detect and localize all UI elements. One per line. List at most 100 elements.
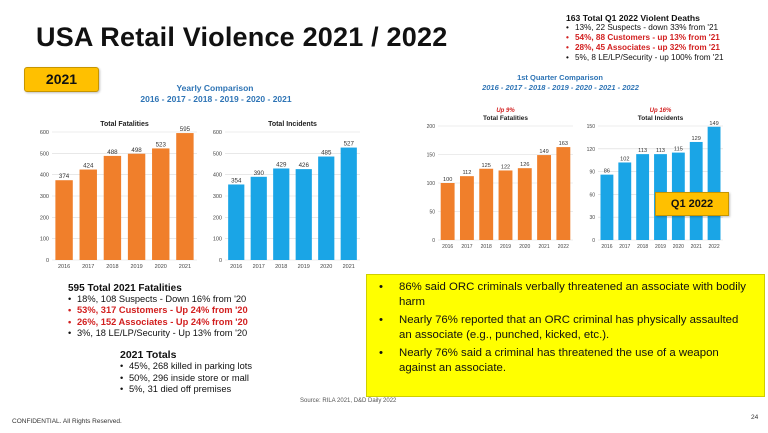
totals-2021-heading: 2021 Totals bbox=[120, 349, 177, 361]
y-tick-label: 120 bbox=[587, 147, 596, 153]
callout-item: • 86% said ORC criminals verbally threate… bbox=[379, 280, 752, 309]
y-tick-label: 60 bbox=[589, 192, 595, 198]
x-tick-label: 2020 bbox=[320, 264, 332, 270]
x-tick-label: 2017 bbox=[82, 264, 94, 270]
bar bbox=[79, 169, 97, 260]
confidential-footer: CONFIDENTIAL. All Rights Reserved. bbox=[12, 418, 122, 425]
page-number: 24 bbox=[751, 414, 759, 421]
data-label: 149 bbox=[539, 149, 548, 155]
data-label: 426 bbox=[299, 162, 310, 169]
bar bbox=[127, 153, 146, 260]
bullet-icon: • bbox=[379, 281, 383, 293]
x-tick-label: 2021 bbox=[179, 264, 191, 270]
bar bbox=[556, 147, 571, 240]
y-tick-label: 200 bbox=[40, 215, 49, 221]
bar bbox=[600, 174, 614, 240]
fatalities-2021-item: 3%, 18 LE/LP/Security - Up 13% from '20 bbox=[68, 328, 248, 339]
callout-item: • Nearly 76% said a criminal has threaten… bbox=[379, 346, 752, 375]
bullet-icon: • bbox=[379, 314, 383, 327]
y-tick-label: 200 bbox=[427, 124, 436, 130]
bar bbox=[689, 141, 703, 240]
y-tick-label: 50 bbox=[429, 210, 435, 216]
bar bbox=[176, 133, 194, 260]
q1-deaths-item: 54%, 88 Customers - up 13% from '21 bbox=[566, 33, 724, 43]
year-2021-badge: 2021 bbox=[24, 67, 99, 92]
data-label: 126 bbox=[520, 162, 529, 168]
callout-item: • Nearly 76% reported that an ORC crimina… bbox=[379, 313, 752, 342]
x-tick-label: 2019 bbox=[298, 264, 310, 270]
x-tick-label: 2021 bbox=[343, 264, 355, 270]
x-tick-label: 2020 bbox=[673, 244, 684, 250]
bar bbox=[517, 168, 532, 240]
x-tick-label: 2020 bbox=[519, 244, 530, 250]
data-label: 112 bbox=[462, 170, 471, 176]
x-tick-label: 2016 bbox=[58, 264, 70, 270]
bar bbox=[440, 183, 455, 240]
y-tick-label: 400 bbox=[40, 173, 49, 179]
yearly-comparison-title: Yearly Comparison bbox=[176, 83, 254, 93]
totals-2021-item: 45%, 268 killed in parking lots bbox=[120, 361, 252, 373]
data-label: 527 bbox=[344, 141, 355, 148]
x-tick-label: 2022 bbox=[709, 244, 720, 250]
y-tick-label: 0 bbox=[592, 238, 595, 244]
bar bbox=[636, 154, 650, 240]
data-label: 488 bbox=[107, 149, 118, 156]
y-tick-label: 90 bbox=[589, 170, 595, 176]
x-tick-label: 2016 bbox=[442, 244, 453, 250]
y-tick-label: 500 bbox=[40, 151, 49, 157]
y-tick-label: 0 bbox=[432, 238, 435, 244]
data-label: 102 bbox=[620, 156, 629, 162]
bar bbox=[250, 176, 267, 260]
data-label: 115 bbox=[674, 147, 683, 153]
y-tick-label: 100 bbox=[40, 237, 49, 243]
y-tick-label: 600 bbox=[40, 130, 49, 136]
totals-2021-item: 50%, 296 inside store or mall bbox=[120, 373, 252, 385]
x-tick-label: 2016 bbox=[230, 264, 242, 270]
data-label: 390 bbox=[254, 170, 265, 177]
y-tick-label: 300 bbox=[40, 194, 49, 200]
q1-2022-badge: Q1 2022 bbox=[655, 192, 729, 216]
x-tick-label: 2018 bbox=[275, 264, 287, 270]
y-tick-label: 200 bbox=[213, 215, 222, 221]
data-label: 485 bbox=[321, 150, 332, 157]
chart-title: Total Fatalities bbox=[100, 121, 149, 128]
data-label: 163 bbox=[559, 141, 568, 147]
source-note: Source: RILA 2021, D&D Daily 2022 bbox=[300, 398, 397, 404]
bar bbox=[103, 155, 122, 260]
data-label: 498 bbox=[131, 147, 142, 154]
x-tick-label: 2018 bbox=[637, 244, 648, 250]
fatalities-2021-item: 53%, 317 Customers - Up 24% from '20 bbox=[68, 305, 248, 316]
x-tick-label: 2020 bbox=[155, 264, 167, 270]
y-tick-label: 400 bbox=[213, 173, 222, 179]
y-tick-label: 300 bbox=[213, 194, 222, 200]
yearly-incidents-chart: Total Incidents 0 100 200 300 400 500 600 354 201… bbox=[213, 121, 360, 270]
bullet-icon: • bbox=[379, 347, 383, 360]
y-tick-label: 150 bbox=[427, 153, 436, 159]
data-label: 523 bbox=[156, 141, 167, 148]
data-label: 129 bbox=[692, 136, 701, 142]
x-tick-label: 2021 bbox=[539, 244, 550, 250]
data-label: 374 bbox=[59, 173, 70, 180]
bar bbox=[295, 169, 312, 260]
y-tick-label: 100 bbox=[213, 237, 222, 243]
bar bbox=[318, 156, 335, 260]
chart-title: Total Fatalities bbox=[483, 115, 528, 122]
bar bbox=[707, 126, 721, 240]
y-tick-label: 0 bbox=[46, 258, 49, 264]
callout-text: 86% said ORC criminals verbally threaten… bbox=[399, 281, 746, 308]
fatalities-2021-heading: 595 Total 2021 Fatalities bbox=[68, 283, 182, 294]
data-label: 122 bbox=[501, 164, 510, 170]
y-tick-label: 30 bbox=[589, 215, 595, 221]
data-label: 354 bbox=[231, 177, 242, 184]
fatalities-2021-summary: 595 Total 2021 Fatalities 18%, 108 Suspe… bbox=[68, 283, 248, 339]
x-tick-label: 2018 bbox=[481, 244, 492, 250]
bar bbox=[152, 148, 170, 260]
totals-2021-item: 5%, 31 died off premises bbox=[120, 384, 252, 396]
x-tick-label: 2019 bbox=[130, 264, 142, 270]
x-tick-label: 2021 bbox=[691, 244, 702, 250]
q1-incidents-chart: Up 16%Total Incidents 0 30 60 90 120 150 86 2016… bbox=[587, 108, 723, 250]
q1-deaths-heading: 163 Total Q1 2022 Violent Deaths bbox=[566, 13, 700, 23]
bar bbox=[459, 176, 474, 240]
y-tick-label: 600 bbox=[213, 130, 222, 136]
data-label: 424 bbox=[83, 163, 94, 170]
